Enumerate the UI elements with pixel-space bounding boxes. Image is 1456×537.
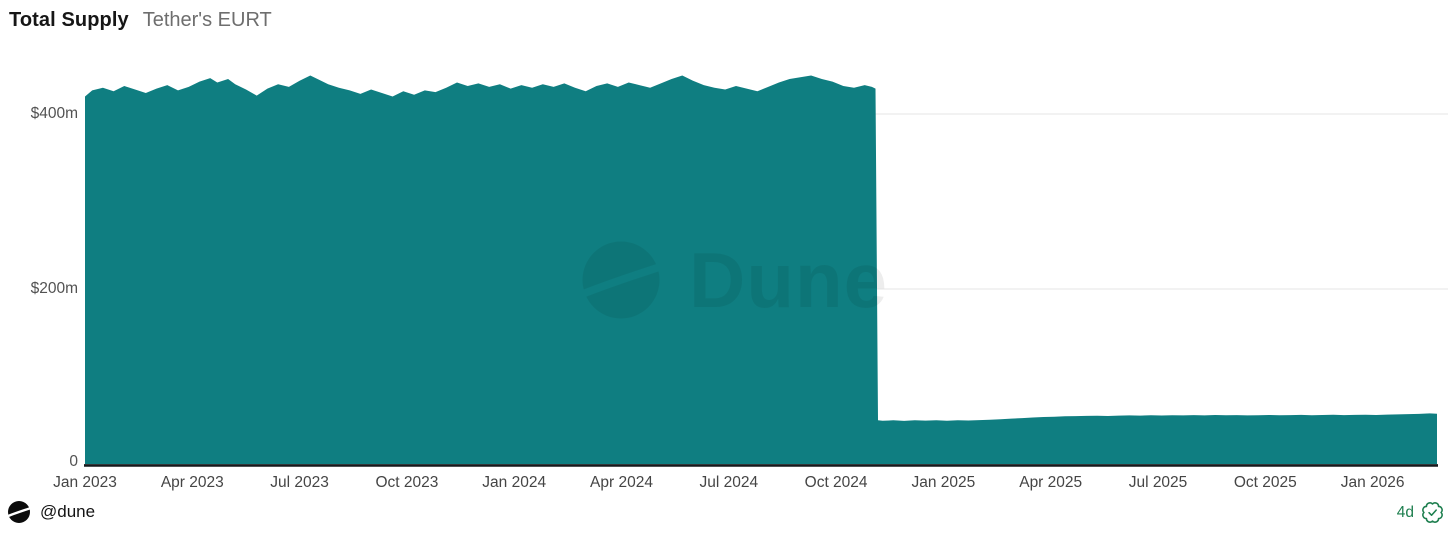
- y-axis-tick-label: $200m: [30, 280, 78, 297]
- page-title: Total Supply: [9, 9, 129, 31]
- x-axis-tick-label: Jul 2023: [270, 474, 329, 491]
- x-axis-tick-label: Jul 2025: [1128, 474, 1188, 491]
- x-axis-tick-label: Jan 2023: [53, 474, 117, 491]
- y-axis-tick-label: $400m: [30, 105, 78, 122]
- verified-badge-icon: [1422, 502, 1443, 523]
- data-freshness: 4d: [1397, 501, 1444, 524]
- x-axis-tick-label: Oct 2024: [804, 474, 868, 491]
- dune-attribution-link[interactable]: @dune: [7, 500, 95, 524]
- x-axis-tick-label: Oct 2025: [1233, 474, 1297, 491]
- y-axis-tick-label: 0: [69, 453, 78, 470]
- x-axis-tick-label: Jan 2024: [482, 474, 547, 491]
- chart-header: Total Supply Tether's EURT: [9, 9, 272, 32]
- x-axis-tick-label: Apr 2024: [590, 474, 653, 491]
- x-axis-tick-label: Oct 2023: [375, 474, 439, 491]
- dune-handle: @dune: [40, 502, 96, 521]
- x-axis-tick-label: Jan 2025: [911, 474, 976, 491]
- x-axis-tick-label: Apr 2023: [160, 474, 224, 491]
- x-axis-tick-label: Jul 2024: [699, 474, 759, 491]
- supply-area-series[interactable]: [85, 75, 1437, 465]
- page-subtitle: Tether's EURT: [142, 9, 272, 31]
- data-age-label: 4d: [1396, 503, 1414, 521]
- x-axis-tick-label: Jan 2026: [1340, 474, 1405, 491]
- dune-logo-icon: [8, 501, 30, 523]
- x-axis-tick-label: Apr 2025: [1019, 474, 1083, 491]
